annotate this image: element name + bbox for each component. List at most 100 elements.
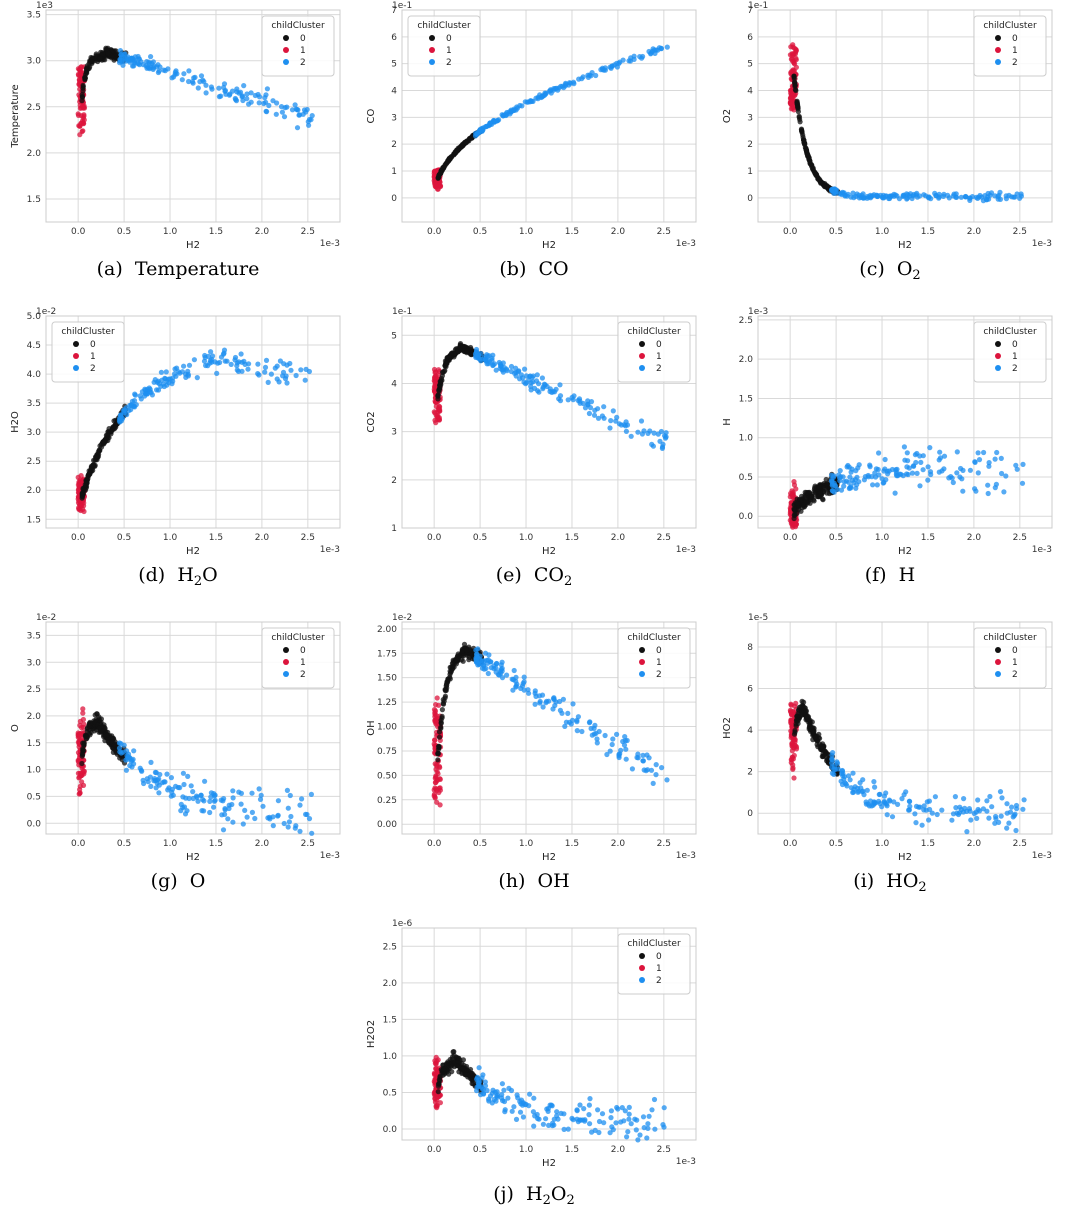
x-axis-label: H2: [898, 546, 912, 557]
subfigure-caption: (j) H2O2: [493, 1183, 575, 1208]
data-point: [454, 148, 460, 154]
data-point: [964, 829, 970, 835]
data-point: [432, 382, 438, 388]
x-tick-label: 2.5: [1013, 227, 1027, 237]
data-point: [574, 1107, 580, 1113]
data-point: [440, 1066, 447, 1072]
x-tick-label: 2.0: [967, 533, 982, 543]
data-point: [571, 393, 577, 399]
y-tick-label: 1.00: [377, 723, 397, 733]
data-point: [831, 489, 837, 495]
data-point: [441, 368, 447, 375]
data-point: [528, 98, 534, 104]
data-point: [244, 814, 250, 820]
y-tick-label: 3: [391, 428, 397, 438]
data-point: [81, 742, 87, 748]
data-point: [546, 1122, 552, 1128]
legend-marker: [283, 35, 289, 41]
data-point: [473, 354, 479, 360]
x-tick-label: 0.5: [829, 227, 843, 237]
data-point: [952, 794, 958, 800]
data-point: [460, 1057, 466, 1063]
data-point: [459, 648, 465, 654]
legend-box: [617, 933, 691, 995]
data-point: [790, 51, 796, 57]
data-point: [302, 377, 308, 383]
data-point: [263, 357, 270, 363]
data-point: [79, 98, 85, 104]
data-point: [628, 433, 634, 439]
data-point: [574, 728, 580, 734]
data-point: [118, 54, 125, 60]
data-point: [485, 670, 491, 677]
legend-marker: [995, 341, 1001, 347]
data-point: [582, 1118, 588, 1124]
data-point: [80, 710, 86, 716]
data-point: [613, 418, 619, 424]
data-point: [186, 68, 192, 74]
data-point: [499, 1081, 505, 1087]
data-point: [151, 778, 157, 784]
data-point: [846, 773, 852, 779]
data-point: [109, 53, 115, 60]
x-tick-label: 2.5: [657, 227, 671, 237]
data-point: [292, 825, 298, 831]
data-point: [529, 374, 535, 380]
data-point: [211, 798, 217, 804]
data-point: [86, 61, 92, 67]
y-tick-label: 3: [747, 113, 753, 123]
legend-box: [51, 321, 125, 383]
scatter-points: [787, 42, 1024, 204]
data-point: [123, 767, 129, 773]
data-point: [219, 812, 225, 818]
x-tick-label: 2.0: [255, 533, 270, 543]
data-point: [577, 400, 583, 406]
x-axis-label: H2: [542, 546, 556, 557]
data-point: [790, 744, 796, 750]
data-point: [855, 789, 861, 795]
data-point: [850, 190, 856, 196]
data-point: [902, 457, 908, 463]
data-point: [480, 1086, 487, 1092]
legend-label: 1: [1012, 46, 1018, 56]
data-point: [837, 478, 843, 484]
data-point: [936, 195, 942, 201]
y-tick-label: 0.5: [27, 792, 41, 802]
legend-label: 0: [300, 646, 306, 656]
data-point: [154, 379, 160, 385]
data-point: [306, 816, 313, 822]
data-point: [186, 78, 192, 85]
data-point: [463, 647, 469, 653]
data-point: [460, 658, 466, 664]
x-tick-label: 1.0: [519, 1145, 534, 1155]
subfigure-caption: (i) HO2: [853, 870, 927, 895]
data-point: [595, 415, 602, 421]
data-point: [77, 132, 83, 138]
data-point: [309, 113, 315, 119]
data-point: [111, 742, 117, 748]
data-point: [586, 1102, 592, 1108]
legend-label: 2: [656, 976, 662, 986]
data-point: [816, 483, 822, 490]
data-point: [205, 353, 211, 359]
y-multiplier: 1e3: [36, 1, 53, 11]
data-point: [249, 809, 255, 815]
data-point: [1004, 810, 1010, 816]
legend: childCluster 0 1 2: [617, 321, 691, 383]
data-point: [299, 796, 305, 802]
legend-marker: [73, 341, 79, 347]
data-point: [626, 1104, 632, 1110]
data-point: [534, 372, 540, 378]
data-point: [77, 722, 83, 728]
data-point: [851, 480, 857, 486]
data-point: [511, 1104, 517, 1110]
data-point: [433, 1066, 439, 1072]
data-point: [132, 391, 138, 397]
data-point: [855, 785, 861, 791]
data-point: [909, 470, 916, 476]
data-point: [859, 789, 865, 795]
chart-panel: 0.0 0.5 1.0 1.5 2.0 2.5 0.0 0.5 1.0 1.5 2.0 2.5 3.0 3…: [0, 612, 356, 912]
data-point: [163, 369, 169, 375]
data-point: [544, 1106, 550, 1112]
